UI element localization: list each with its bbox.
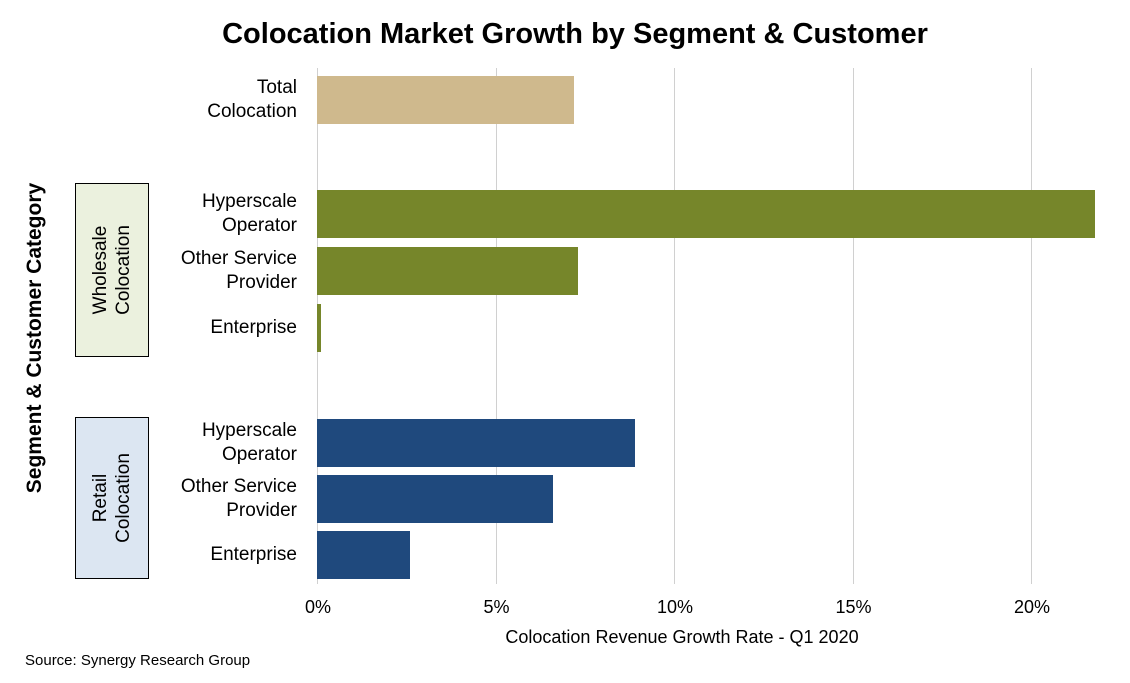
category-label: Total Colocation bbox=[207, 77, 297, 122]
x-tick-label: 10% bbox=[656, 597, 694, 617]
category-label: Hyperscale Operator bbox=[201, 420, 297, 465]
chart-title: Colocation Market Growth by Segment & Cu… bbox=[222, 18, 928, 50]
gridline bbox=[674, 68, 675, 584]
group-box-retail: Retail Colocation bbox=[75, 417, 149, 579]
bar bbox=[317, 419, 635, 467]
group-box-wholesale: Wholesale Colocation bbox=[75, 183, 149, 357]
y-axis-title: Segment & Customer Category bbox=[23, 182, 46, 494]
bar bbox=[317, 247, 578, 295]
bar bbox=[317, 76, 575, 124]
gridline bbox=[852, 68, 854, 584]
x-tick-label: 0% bbox=[304, 597, 332, 617]
category-label: Other Service Provider bbox=[180, 476, 297, 521]
x-tick-label: 20% bbox=[1013, 597, 1051, 617]
source-note: Source: Synergy Research Group bbox=[25, 652, 251, 669]
category-label: Enterprise bbox=[210, 544, 297, 565]
bar bbox=[317, 304, 321, 352]
group-label-retail: Retail Colocation bbox=[90, 453, 134, 543]
gridline bbox=[1031, 68, 1032, 584]
bar bbox=[317, 531, 410, 579]
gridline bbox=[495, 68, 497, 584]
bar bbox=[317, 190, 1096, 238]
category-label: Hyperscale Operator bbox=[201, 191, 297, 236]
x-axis-title: Colocation Revenue Growth Rate - Q1 2020 bbox=[505, 627, 859, 647]
group-label-wholesale: Wholesale Colocation bbox=[90, 225, 134, 315]
category-label: Other Service Provider bbox=[180, 248, 297, 293]
x-tick-label: 15% bbox=[835, 597, 872, 617]
category-label: Enterprise bbox=[210, 317, 297, 338]
x-tick-label: 5% bbox=[483, 597, 510, 617]
bar bbox=[317, 475, 553, 523]
